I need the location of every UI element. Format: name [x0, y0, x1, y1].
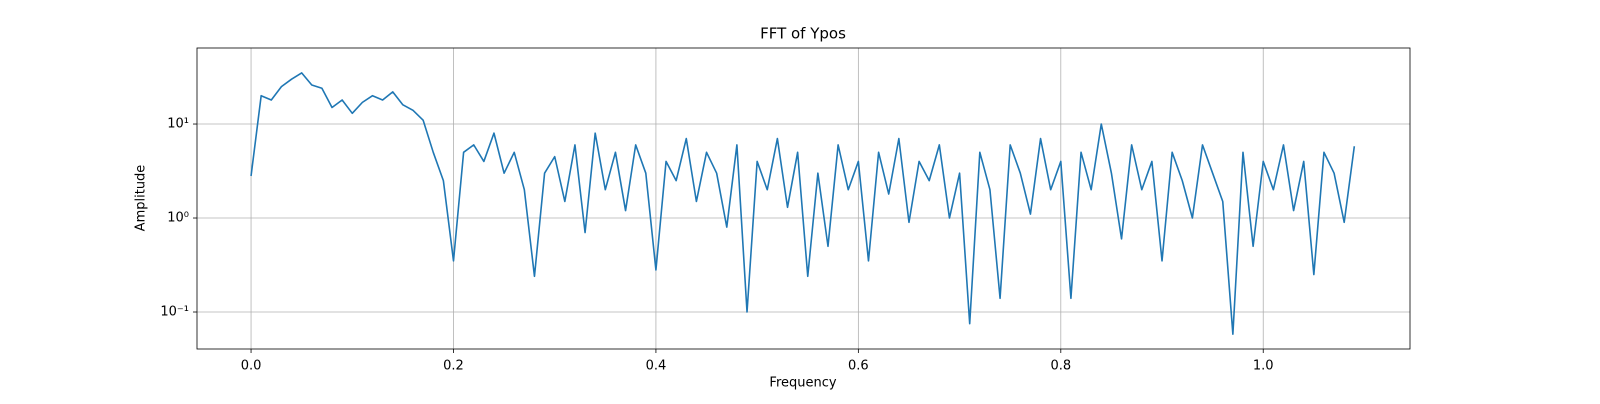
x-tick-label: 0.6	[848, 359, 869, 374]
x-tick-label: 0.0	[241, 359, 262, 374]
y-tick-label: 10¹	[167, 117, 189, 132]
chart-title: FFT of Ypos	[760, 25, 846, 43]
y-axis-label: Amplitude	[134, 165, 149, 232]
x-tick-label: 1.0	[1253, 359, 1274, 374]
data-line	[250, 72, 1356, 336]
y-tick-label: 10⁻¹	[160, 305, 189, 320]
x-axis-label: Frequency	[769, 376, 836, 391]
x-tick-label: 0.2	[443, 359, 464, 374]
y-tick-label: 10⁰	[167, 211, 189, 226]
x-tick-label: 0.4	[646, 359, 667, 374]
x-tick-label: 0.8	[1050, 359, 1071, 374]
plot-frame	[196, 47, 1411, 350]
